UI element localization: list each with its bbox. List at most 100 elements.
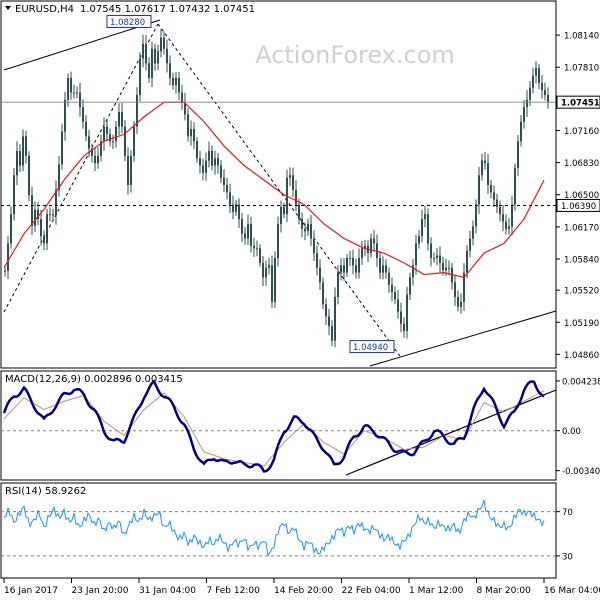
x-tick-label: 8 Mar 20:00 [477, 586, 532, 596]
macd-tick-label: -0.003404 [562, 467, 600, 477]
candle-body [334, 296, 336, 341]
candle-body [343, 265, 345, 273]
candle-body [214, 158, 216, 166]
candle-body [547, 94, 549, 103]
candle-body [352, 258, 354, 266]
candle-body [40, 219, 42, 237]
symbol-label: EURUSD,H4 [15, 4, 74, 15]
candle-body [7, 243, 9, 271]
candle-body [193, 129, 195, 142]
candle-body [145, 43, 147, 64]
candle-body [463, 272, 465, 302]
collapse-triangle-icon [5, 6, 11, 10]
candle-body [235, 204, 237, 212]
candle-body [430, 243, 432, 259]
candle-body [472, 226, 474, 239]
price-tick-label: 1.08140 [564, 32, 599, 42]
candle-body [544, 90, 546, 95]
candle-body [289, 175, 291, 178]
candle-body [247, 223, 249, 239]
candle-body [67, 77, 69, 100]
candle-body [310, 223, 312, 239]
candle-body [397, 299, 399, 312]
candle-body [535, 68, 537, 76]
candle-body [448, 267, 450, 269]
price-tick-label: 1.04860 [564, 351, 599, 361]
rsi-ticks: 70 30 [1, 508, 573, 562]
moving-average-line [3, 101, 545, 279]
candle-body [256, 248, 258, 250]
price-tick-label: 1.07160 [564, 127, 599, 137]
candle-body [331, 326, 333, 341]
candle-body [106, 126, 108, 134]
ohlc-label: 1.07545 1.07617 1.07432 1.07451 [80, 4, 255, 15]
candle-body [271, 265, 273, 302]
rsi-header: RSI(14) 58.9262 [5, 486, 86, 497]
candle-body [4, 270, 6, 272]
candle-body [223, 177, 225, 185]
candle-body [169, 63, 171, 78]
price-reference-lines [3, 19, 557, 367]
candle-body [415, 243, 417, 266]
candle-body [283, 206, 285, 215]
candle-body [265, 267, 267, 278]
candle-body [58, 164, 60, 190]
candle-body [406, 294, 408, 332]
candle-body [361, 248, 363, 259]
candle-body [277, 223, 279, 259]
candle-body [127, 155, 129, 185]
candle-body [481, 160, 483, 176]
x-tick-label: 16 Mar 04:00 [544, 586, 600, 596]
candle-body [136, 94, 138, 127]
x-tick-label: 22 Feb 04:00 [342, 586, 401, 596]
candle-body [229, 192, 231, 205]
candle-body [238, 204, 240, 220]
candle-body [319, 267, 321, 283]
candle-body [82, 107, 84, 122]
candle-body [274, 258, 276, 302]
candle-body [253, 245, 255, 249]
candle-body [187, 114, 189, 137]
candle-body [418, 236, 420, 244]
candle-body [91, 148, 93, 156]
candle-body [457, 296, 459, 307]
candle-body [70, 77, 72, 93]
candle-body [112, 141, 114, 143]
candle-body [172, 77, 174, 86]
candle-body [16, 150, 18, 176]
candle-body [349, 258, 351, 260]
price-header: EURUSD,H4 1.07545 1.07617 1.07432 1.0745… [5, 4, 255, 15]
candle-body [538, 68, 540, 83]
rsi-tick-label: 30 [562, 552, 573, 562]
candle-body [433, 258, 435, 260]
candle-body [97, 155, 99, 164]
candle-body [160, 37, 162, 52]
candle-body [466, 250, 468, 273]
price-panel-frame [0, 0, 557, 369]
candle-body [292, 175, 294, 190]
hline-price-box [556, 198, 600, 212]
candle-body [115, 126, 117, 142]
candle-body [241, 219, 243, 234]
candle-body [124, 126, 126, 156]
candle-body [100, 141, 102, 156]
candle-body [454, 282, 456, 297]
candle-body [439, 255, 441, 263]
price-tick-label: 1.06170 [564, 223, 599, 233]
candle-body [133, 126, 135, 156]
low-label-box [349, 340, 395, 354]
candle-body [313, 238, 315, 254]
candle-body [355, 265, 357, 273]
candle-body [364, 245, 366, 249]
candle-body [541, 82, 543, 91]
candle-body [493, 192, 495, 200]
candle-body [259, 248, 261, 263]
candle-body [487, 163, 489, 185]
candle-body [64, 99, 66, 132]
rsi-tick-label: 70 [562, 508, 573, 518]
candle-body [370, 238, 372, 254]
candle-body [499, 206, 501, 215]
candle-body [376, 243, 378, 259]
candle-body [217, 158, 219, 166]
candle-body [202, 165, 204, 173]
